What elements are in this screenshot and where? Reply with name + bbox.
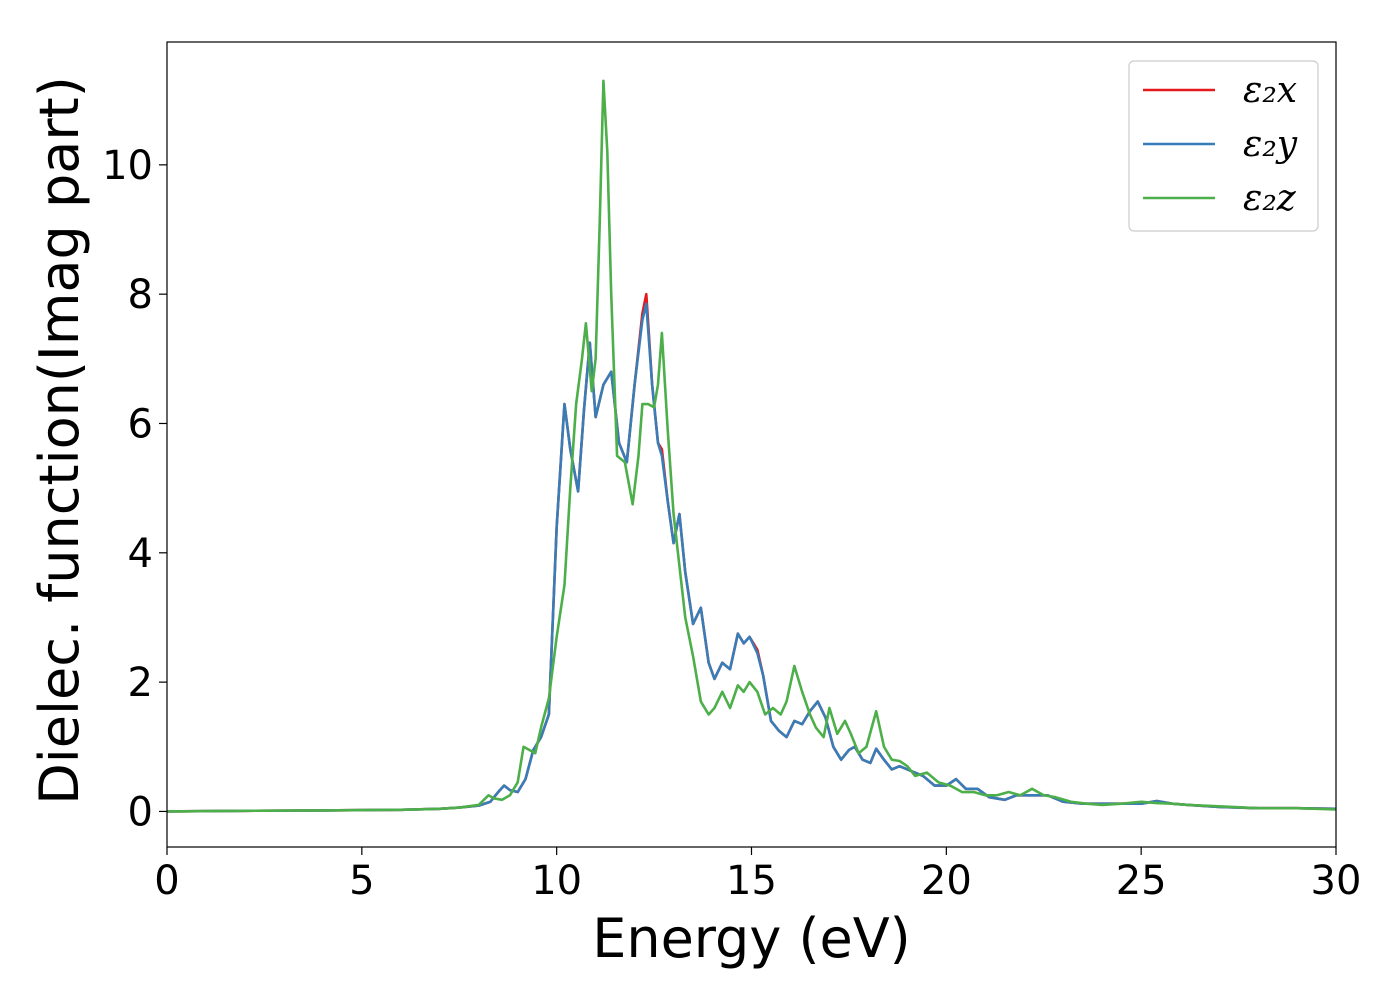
x-tick-label: 0: [154, 858, 179, 904]
legend-label-0: ε₂x: [1243, 70, 1297, 111]
y-axis-label: Dielec. function(Imag part): [28, 76, 91, 805]
legend-label-1: ε₂y: [1243, 124, 1298, 165]
y-tick-label: 10: [102, 143, 153, 189]
y-tick-label: 4: [128, 531, 153, 577]
y-tick-label: 6: [128, 401, 153, 447]
y-tick-label: 2: [128, 660, 153, 706]
legend: ε₂x ε₂y ε₂z: [1128, 60, 1319, 232]
series-line-2: [167, 79, 1336, 813]
plot-area-frame: [166, 41, 1337, 848]
y-tick-label: 8: [128, 272, 153, 318]
x-ticks: 0 5 10 15 20 25 30: [154, 847, 1361, 904]
y-tick-label: 0: [128, 789, 153, 835]
x-tick-label: 30: [1311, 858, 1362, 904]
x-tick-label: 15: [726, 858, 777, 904]
legend-label-2: ε₂z: [1243, 178, 1297, 219]
x-tick-label: 25: [1116, 858, 1167, 904]
legend-box: [1128, 60, 1319, 232]
series-line-0: [167, 292, 1336, 813]
x-tick-label: 5: [349, 858, 374, 904]
x-axis-label: Energy (eV): [592, 907, 911, 970]
x-tick-label: 10: [531, 858, 582, 904]
series-layer: [167, 79, 1336, 813]
x-tick-label: 20: [921, 858, 972, 904]
y-ticks: 0 2 4 6 8 10: [102, 143, 167, 835]
series-line-1: [167, 302, 1336, 813]
